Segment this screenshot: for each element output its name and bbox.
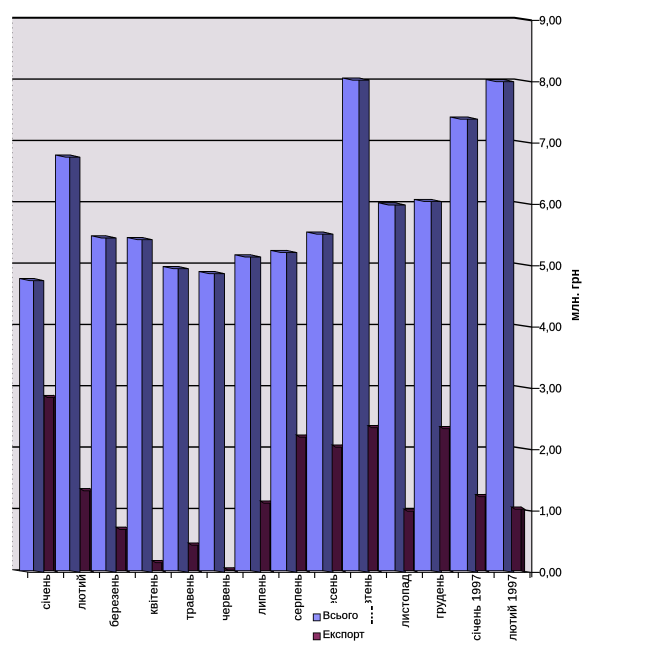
svg-text:лютий 1997: лютий 1997	[506, 574, 520, 641]
svg-text:4,00: 4,00	[539, 322, 561, 334]
svg-text:травень: травень	[183, 574, 197, 620]
svg-text:січень 1997: січень 1997	[470, 574, 484, 641]
svg-text:квітень: квітень	[147, 574, 161, 615]
svg-text:0,00: 0,00	[539, 568, 561, 580]
svg-text:грудень: грудень	[432, 574, 446, 618]
svg-text:Всього: Всього	[323, 610, 359, 622]
svg-text:млн. грн: млн. грн	[568, 269, 582, 321]
svg-text:8,00: 8,00	[539, 77, 561, 89]
svg-text:Експорт: Експорт	[323, 629, 365, 641]
svg-text:червень: червень	[219, 574, 233, 621]
svg-text:6,00: 6,00	[539, 200, 561, 212]
svg-text:1,00: 1,00	[539, 506, 561, 518]
svg-text:лютий: лютий	[75, 574, 89, 610]
svg-text:втень: втень	[361, 574, 375, 606]
svg-text:5,00: 5,00	[539, 261, 561, 273]
svg-text:серпень: серпень	[290, 574, 304, 621]
svg-text:2,00: 2,00	[539, 445, 561, 457]
svg-text:9,00: 9,00	[539, 16, 561, 28]
svg-text:3,00: 3,00	[539, 384, 561, 396]
svg-text:липень: липень	[254, 574, 268, 615]
svg-text:листопад: листопад	[398, 574, 412, 628]
svg-text:січень: січень	[39, 574, 53, 610]
svg-text:березень: березень	[107, 574, 121, 627]
svg-text:7,00: 7,00	[539, 138, 561, 150]
